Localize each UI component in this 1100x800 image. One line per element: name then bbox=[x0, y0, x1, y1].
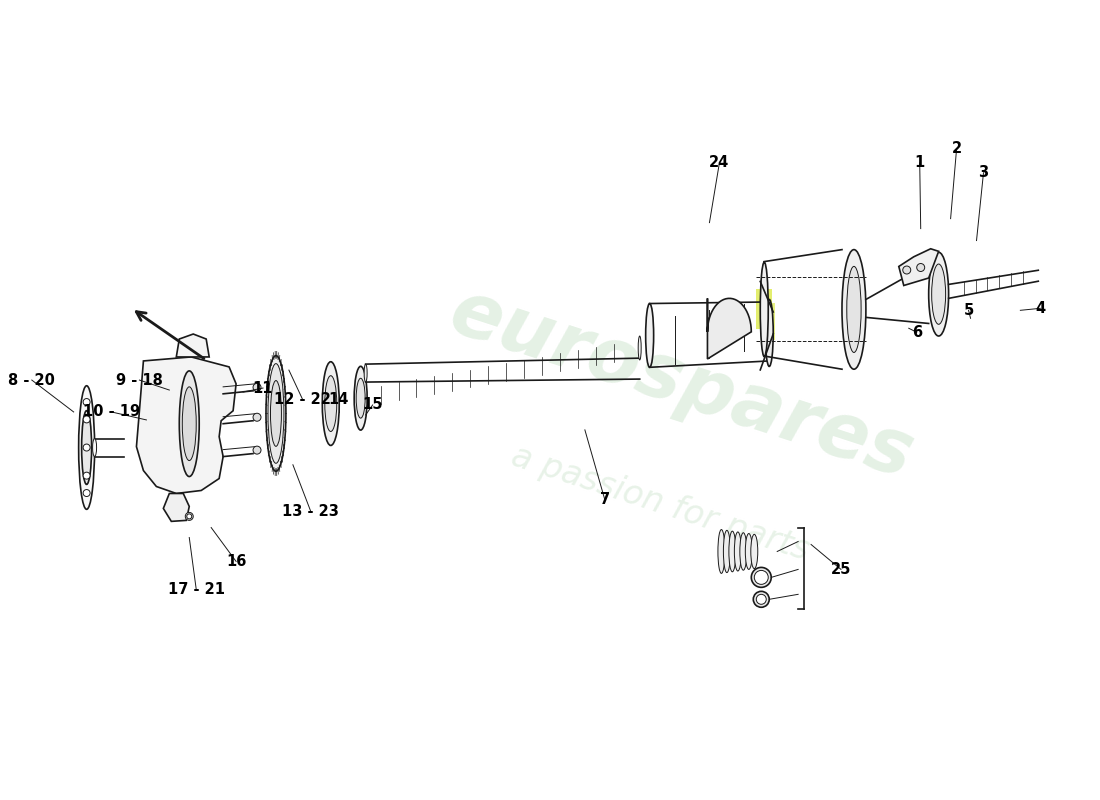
Ellipse shape bbox=[92, 438, 97, 457]
Text: 24: 24 bbox=[710, 155, 729, 170]
Ellipse shape bbox=[903, 266, 911, 274]
Ellipse shape bbox=[253, 414, 261, 422]
Ellipse shape bbox=[735, 532, 741, 571]
Ellipse shape bbox=[740, 533, 747, 570]
Ellipse shape bbox=[364, 364, 367, 382]
Ellipse shape bbox=[757, 594, 767, 604]
Ellipse shape bbox=[638, 336, 641, 360]
Ellipse shape bbox=[928, 252, 948, 336]
Ellipse shape bbox=[268, 364, 284, 463]
Ellipse shape bbox=[84, 416, 90, 423]
Ellipse shape bbox=[766, 299, 773, 366]
Ellipse shape bbox=[322, 362, 339, 446]
Ellipse shape bbox=[932, 264, 946, 324]
Ellipse shape bbox=[760, 262, 768, 357]
Ellipse shape bbox=[187, 514, 191, 519]
Ellipse shape bbox=[84, 472, 90, 479]
Text: 11: 11 bbox=[253, 381, 273, 395]
Ellipse shape bbox=[847, 266, 861, 353]
Text: 3: 3 bbox=[978, 166, 989, 180]
Text: 10 - 19: 10 - 19 bbox=[82, 405, 140, 419]
Ellipse shape bbox=[253, 383, 261, 391]
Text: 9 - 18: 9 - 18 bbox=[116, 373, 163, 387]
Polygon shape bbox=[899, 249, 938, 286]
Ellipse shape bbox=[718, 530, 725, 574]
Polygon shape bbox=[757, 290, 772, 330]
Polygon shape bbox=[707, 298, 751, 359]
Text: 1: 1 bbox=[914, 155, 925, 170]
Text: 25: 25 bbox=[830, 562, 851, 577]
Text: 17 - 21: 17 - 21 bbox=[167, 582, 224, 597]
Text: 14: 14 bbox=[329, 393, 349, 407]
Polygon shape bbox=[176, 334, 209, 357]
Ellipse shape bbox=[354, 366, 367, 430]
Ellipse shape bbox=[356, 378, 365, 418]
Ellipse shape bbox=[746, 534, 752, 570]
Polygon shape bbox=[763, 302, 776, 340]
Text: 2: 2 bbox=[952, 142, 961, 156]
Ellipse shape bbox=[84, 490, 90, 497]
Ellipse shape bbox=[81, 410, 91, 485]
Ellipse shape bbox=[916, 263, 925, 271]
Ellipse shape bbox=[271, 381, 282, 446]
Ellipse shape bbox=[253, 446, 261, 454]
Ellipse shape bbox=[266, 356, 286, 471]
Ellipse shape bbox=[84, 398, 90, 406]
Ellipse shape bbox=[755, 570, 768, 584]
Text: 8 - 20: 8 - 20 bbox=[9, 373, 55, 387]
Ellipse shape bbox=[751, 534, 758, 569]
Ellipse shape bbox=[842, 250, 866, 370]
Text: 4: 4 bbox=[1035, 301, 1045, 316]
Ellipse shape bbox=[84, 444, 90, 451]
Ellipse shape bbox=[78, 386, 95, 510]
Ellipse shape bbox=[646, 303, 653, 367]
Text: 5: 5 bbox=[964, 303, 974, 318]
Text: 13 - 23: 13 - 23 bbox=[283, 504, 339, 519]
Ellipse shape bbox=[324, 376, 337, 431]
Text: a passion for parts: a passion for parts bbox=[506, 440, 813, 567]
Ellipse shape bbox=[724, 530, 730, 573]
Ellipse shape bbox=[179, 371, 199, 477]
Polygon shape bbox=[163, 494, 189, 522]
Polygon shape bbox=[136, 357, 236, 494]
Ellipse shape bbox=[729, 531, 736, 572]
Ellipse shape bbox=[754, 591, 769, 607]
Text: 12 - 22: 12 - 22 bbox=[274, 393, 331, 407]
Text: 16: 16 bbox=[226, 554, 246, 569]
Text: 15: 15 bbox=[362, 398, 383, 413]
Ellipse shape bbox=[183, 387, 196, 461]
Text: eurospares: eurospares bbox=[440, 274, 923, 494]
Ellipse shape bbox=[185, 513, 194, 520]
Text: 6: 6 bbox=[912, 325, 922, 340]
Ellipse shape bbox=[751, 567, 771, 587]
Text: 7: 7 bbox=[600, 492, 609, 507]
